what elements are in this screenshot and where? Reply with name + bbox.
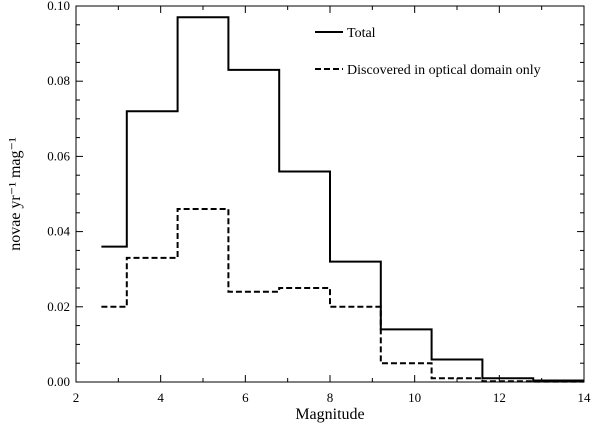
y-axis-label: novae yr⁻¹ mag⁻¹ [7,137,24,251]
x-tick-label: 8 [327,390,334,405]
axis-ticks [75,5,585,383]
x-tick-label: 10 [408,390,421,405]
y-tick-label: 0.02 [47,299,70,314]
x-tick-labels: 2 4 6 8 10 12 14 [73,390,591,405]
legend-label-total: Total [347,26,376,41]
x-axis-label: Magnitude [295,406,364,423]
series-total-line [101,16,584,382]
x-tick-label: 12 [493,390,506,405]
series-group [101,16,584,383]
x-tick-label: 14 [578,390,591,405]
x-tick-label: 4 [157,390,164,405]
legend: Total Discovered in optical domain only [315,26,541,78]
y-tick-label: 0.06 [47,148,70,163]
x-tick-label: 2 [73,390,80,405]
y-tick-labels: 0.00 0.02 0.04 0.06 0.08 0.10 [47,0,70,389]
x-tick-label: 6 [242,390,249,405]
y-tick-label: 0.08 [47,73,70,88]
legend-label-optical: Discovered in optical domain only [347,63,541,78]
y-tick-label: 0.10 [47,0,70,13]
y-tick-label: 0.00 [47,374,70,389]
series-optical-line [101,208,584,383]
y-tick-label: 0.04 [47,224,70,239]
